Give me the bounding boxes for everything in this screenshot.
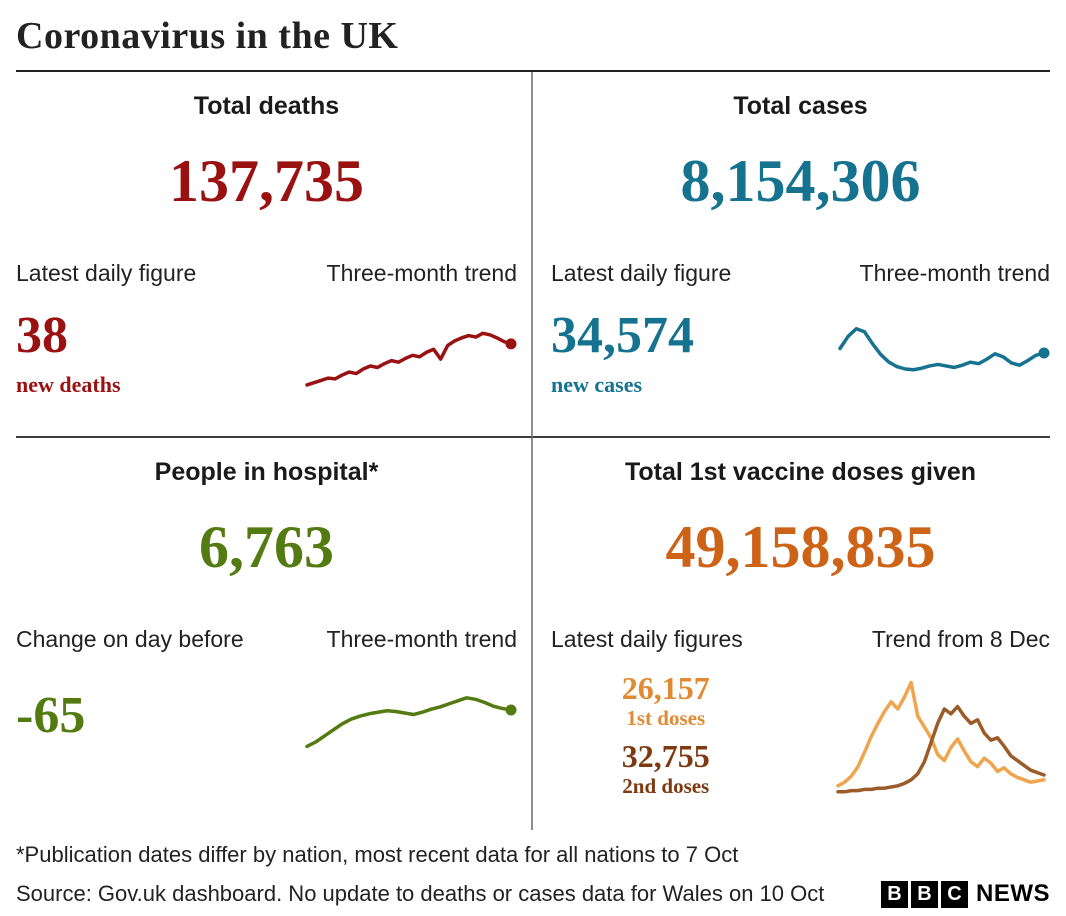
source-text: Source: Gov.uk dashboard. No update to d… <box>16 881 825 906</box>
vaccine-total-value: 49,158,835 <box>665 514 936 580</box>
panel-vaccine-doses: Total 1st vaccine doses given 49,158,835… <box>533 438 1050 830</box>
bbc-logo-news: NEWS <box>976 880 1050 907</box>
cases-daily-block: 34,574 new cases <box>551 303 694 398</box>
vaccine-trend-chart <box>832 667 1050 799</box>
cases-daily-label: Latest daily figure <box>551 260 732 286</box>
source-row: Source: Gov.uk dashboard. No update to d… <box>16 880 1050 908</box>
cases-daily-caption: new cases <box>551 371 643 397</box>
first-doses-caption: 1st doses <box>626 706 706 731</box>
first-doses-value: 26,157 <box>621 670 710 706</box>
panel-total-cases: Total cases 8,154,306 Latest daily figur… <box>533 72 1050 438</box>
hospital-daily-block: -65 <box>16 683 85 744</box>
deaths-daily-value: 38 <box>16 307 68 364</box>
hospital-change-value: -65 <box>16 686 86 744</box>
deaths-daily-label: Latest daily figure <box>16 260 197 286</box>
vaccine-heading: Total 1st vaccine doses given <box>624 458 977 486</box>
deaths-daily-caption: new deaths <box>16 371 121 397</box>
second-doses-value: 32,755 <box>621 738 710 775</box>
hospital-heading: People in hospital* <box>154 458 379 486</box>
deaths-trend-chart <box>301 306 517 394</box>
cases-heading: Total cases <box>733 92 868 120</box>
cases-daily-value: 34,574 <box>551 307 694 364</box>
hospital-trend-chart <box>301 669 517 757</box>
masthead: Coronavirus in the UK <box>16 8 1050 72</box>
vaccine-daily-figures: 26,157 1st doses 32,755 2nd doses <box>551 661 781 807</box>
cases-total-value: 8,154,306 <box>680 148 921 214</box>
cases-trend-label: Three-month trend <box>859 260 1050 286</box>
cases-trend-chart <box>834 306 1050 394</box>
deaths-daily-block: 38 new deaths <box>16 303 121 398</box>
vaccine-daily-label: Latest daily figures <box>551 626 743 652</box>
hospital-trend-label: Three-month trend <box>326 626 517 652</box>
bbc-logo-letter-b1: B <box>881 880 908 908</box>
panel-people-in-hospital: People in hospital* 6,763 Change on day … <box>16 438 533 830</box>
deaths-trend-label: Three-month trend <box>326 260 517 286</box>
panel-total-deaths: Total deaths 137,735 Latest daily figure… <box>16 72 533 438</box>
second-doses-caption: 2nd doses <box>622 774 710 799</box>
bbc-logo-letter-c: C <box>941 880 968 908</box>
hospital-total-value: 6,763 <box>199 514 334 580</box>
bbc-logo-letter-b2: B <box>911 880 938 908</box>
deaths-heading: Total deaths <box>193 92 340 120</box>
deaths-total-value: 137,735 <box>169 148 364 214</box>
page-title: Coronavirus in the UK <box>16 15 399 57</box>
hospital-change-label: Change on day before <box>16 626 244 652</box>
footnote: *Publication dates differ by nation, mos… <box>16 842 739 867</box>
bbc-news-logo: B B C NEWS <box>881 880 1050 908</box>
stats-grid: Total deaths 137,735 Latest daily figure… <box>16 72 1050 830</box>
vaccine-trend-label: Trend from 8 Dec <box>871 626 1050 652</box>
